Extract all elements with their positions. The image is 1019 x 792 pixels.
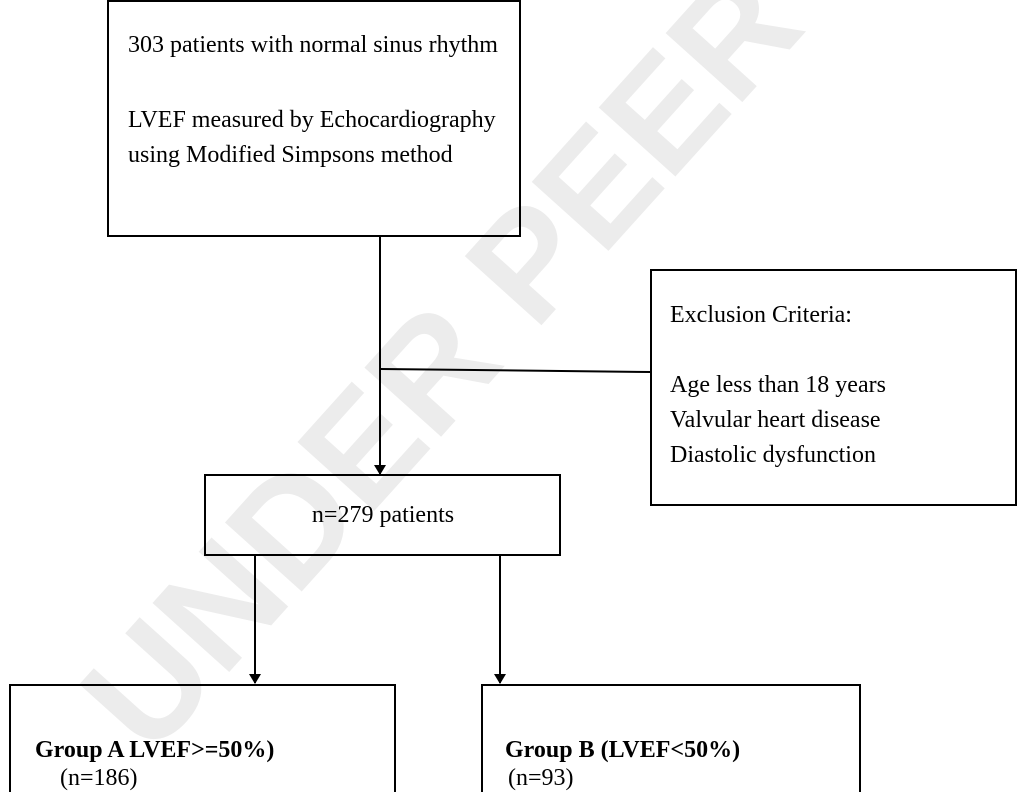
exclusion-box xyxy=(650,269,1017,506)
box-text: Valvular heart disease xyxy=(670,407,881,433)
box-text: LVEF measured by Echocardiography xyxy=(128,107,496,133)
box-text: Group B (LVEF<50%) xyxy=(505,737,740,763)
start-box xyxy=(107,0,521,237)
connector xyxy=(379,368,652,373)
group-a-box xyxy=(9,684,396,792)
box-text: (n=186) xyxy=(60,765,138,791)
box-text: n=279 patients xyxy=(312,502,454,528)
box-text: 303 patients with normal sinus rhythm xyxy=(128,32,498,58)
box-text: using Modified Simpsons method xyxy=(128,142,453,168)
group-b-box xyxy=(481,684,861,792)
box-text: Exclusion Criteria: xyxy=(670,302,852,328)
box-text: Age less than 18 years xyxy=(670,372,886,398)
box-text: Diastolic dysfunction xyxy=(670,442,876,468)
box-text: Group A LVEF>=50%) xyxy=(35,737,274,763)
box-text: (n=93) xyxy=(508,765,574,791)
cohort-box xyxy=(204,474,561,556)
